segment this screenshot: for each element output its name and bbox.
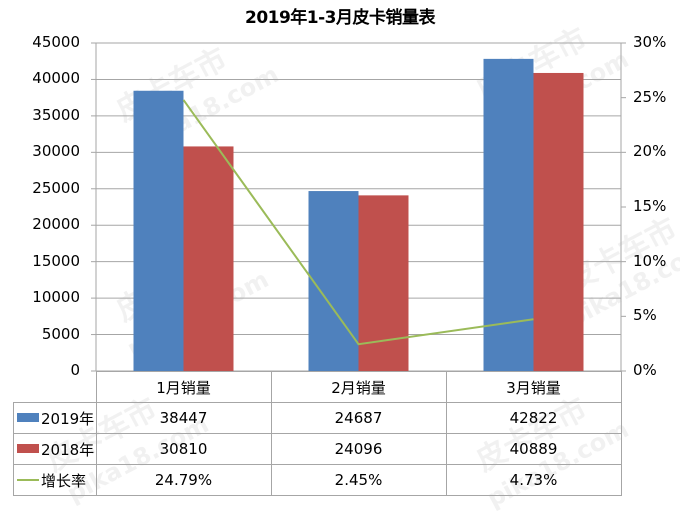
legend-growth-rate: 增长率 — [13, 464, 97, 496]
table-cell: 40889 — [445, 433, 622, 465]
table-header-cell: 2月销量 — [270, 371, 447, 403]
table-cell: 42822 — [445, 402, 622, 434]
chart-title: 2019年1-3月皮卡销量表 — [244, 8, 436, 28]
legend-line-green-icon — [17, 478, 39, 481]
y2-tick-label: 5% — [633, 306, 657, 325]
y2-tick-label: 30% — [633, 33, 667, 51]
legend-swatch-red-icon — [17, 444, 39, 453]
legend-swatch-blue-icon — [17, 413, 39, 422]
table-cell: 24687 — [270, 402, 447, 434]
y2-tick-label: 15% — [633, 197, 667, 215]
y-tick-label: 5000 — [41, 324, 80, 343]
table-row: 增长率 24.79% 2.45% 4.73% — [13, 464, 622, 496]
bar — [533, 72, 584, 371]
table-cell: 4.73% — [445, 464, 622, 496]
y-tick-label: 45000 — [32, 33, 80, 51]
row-label: 2019年 — [41, 409, 95, 428]
table-header-cell: 1月销量 — [95, 371, 272, 403]
bar — [358, 195, 409, 371]
legend-2019: 2019年 — [13, 402, 97, 434]
bar — [183, 146, 234, 371]
growth-rate-line — [182, 99, 534, 346]
table-cell: 30810 — [95, 433, 272, 465]
table-cell: 2.45% — [270, 464, 447, 496]
row-label: 增长率 — [41, 471, 87, 490]
table-header-cell: 3月销量 — [445, 371, 622, 403]
table-header-row: 1月销量 2月销量 3月销量 — [13, 371, 622, 403]
y2-tick-label: 10% — [633, 251, 667, 270]
y-tick-label: 35000 — [32, 105, 80, 124]
table-cell: 24.79% — [95, 464, 272, 496]
bar — [483, 58, 534, 372]
y-tick-label: 25000 — [32, 178, 80, 197]
row-label: 2018年 — [41, 440, 95, 459]
table-row: 2018年 30810 24096 40889 — [13, 433, 622, 465]
y2-tick-label: 25% — [633, 87, 667, 106]
table-cell: 38447 — [95, 402, 272, 434]
y2-tick-label: 20% — [633, 142, 667, 161]
data-table: 1月销量 2月销量 3月销量 2019年 38447 24687 42822 2… — [13, 371, 622, 496]
axes — [91, 42, 626, 372]
legend-2018: 2018年 — [13, 433, 97, 465]
y-tick-label: 10000 — [32, 288, 80, 307]
bar — [133, 90, 184, 371]
bar — [308, 191, 359, 371]
y-tick-label: 15000 — [32, 251, 80, 270]
y-tick-label: 20000 — [32, 215, 80, 234]
table-corner — [13, 371, 97, 403]
y-tick-label: 40000 — [32, 69, 80, 88]
bar-series — [133, 58, 584, 372]
table-cell: 24096 — [270, 433, 447, 465]
table-row: 2019年 38447 24687 42822 — [13, 402, 622, 434]
y2-tick-label: 0% — [633, 361, 657, 379]
y-tick-label: 0 — [70, 361, 80, 379]
y-tick-label: 30000 — [32, 142, 80, 161]
